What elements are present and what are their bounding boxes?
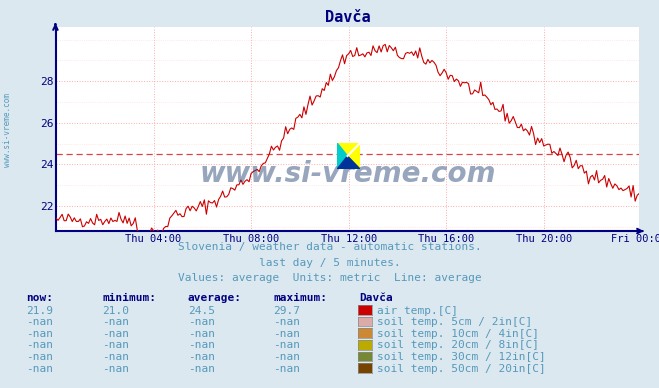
Text: -nan: -nan <box>188 340 215 350</box>
Text: 24.5: 24.5 <box>188 305 215 315</box>
Text: soil temp. 10cm / 4in[C]: soil temp. 10cm / 4in[C] <box>377 329 539 339</box>
Text: last day / 5 minutes.: last day / 5 minutes. <box>258 258 401 268</box>
Title: Davča: Davča <box>325 10 370 24</box>
Text: -nan: -nan <box>102 352 129 362</box>
Text: 29.7: 29.7 <box>273 305 301 315</box>
Text: www.si-vreme.com: www.si-vreme.com <box>200 160 496 188</box>
Text: maximum:: maximum: <box>273 293 328 303</box>
Text: now:: now: <box>26 293 53 303</box>
Text: -nan: -nan <box>26 364 53 374</box>
Text: -nan: -nan <box>102 329 129 339</box>
Text: soil temp. 30cm / 12in[C]: soil temp. 30cm / 12in[C] <box>377 352 546 362</box>
Text: average:: average: <box>188 293 242 303</box>
Text: -nan: -nan <box>273 352 301 362</box>
Text: soil temp. 50cm / 20in[C]: soil temp. 50cm / 20in[C] <box>377 364 546 374</box>
Polygon shape <box>337 156 360 169</box>
Text: minimum:: minimum: <box>102 293 156 303</box>
Text: -nan: -nan <box>273 329 301 339</box>
Text: -nan: -nan <box>188 364 215 374</box>
Text: Slovenia / weather data - automatic stations.: Slovenia / weather data - automatic stat… <box>178 242 481 252</box>
Text: -nan: -nan <box>26 352 53 362</box>
Text: -nan: -nan <box>273 340 301 350</box>
Text: air temp.[C]: air temp.[C] <box>377 305 458 315</box>
Text: -nan: -nan <box>273 364 301 374</box>
Text: soil temp. 5cm / 2in[C]: soil temp. 5cm / 2in[C] <box>377 317 532 327</box>
Text: soil temp. 20cm / 8in[C]: soil temp. 20cm / 8in[C] <box>377 340 539 350</box>
Text: Davča: Davča <box>359 293 393 303</box>
Text: -nan: -nan <box>273 317 301 327</box>
Polygon shape <box>337 143 347 169</box>
Text: -nan: -nan <box>188 352 215 362</box>
Text: -nan: -nan <box>26 329 53 339</box>
Text: 21.9: 21.9 <box>26 305 53 315</box>
Text: -nan: -nan <box>102 317 129 327</box>
Text: -nan: -nan <box>26 317 53 327</box>
Text: 21.0: 21.0 <box>102 305 129 315</box>
Text: -nan: -nan <box>102 364 129 374</box>
Text: -nan: -nan <box>188 329 215 339</box>
Text: -nan: -nan <box>102 340 129 350</box>
Text: -nan: -nan <box>26 340 53 350</box>
Text: -nan: -nan <box>188 317 215 327</box>
Text: www.si-vreme.com: www.si-vreme.com <box>3 93 13 167</box>
Text: Values: average  Units: metric  Line: average: Values: average Units: metric Line: aver… <box>178 273 481 283</box>
